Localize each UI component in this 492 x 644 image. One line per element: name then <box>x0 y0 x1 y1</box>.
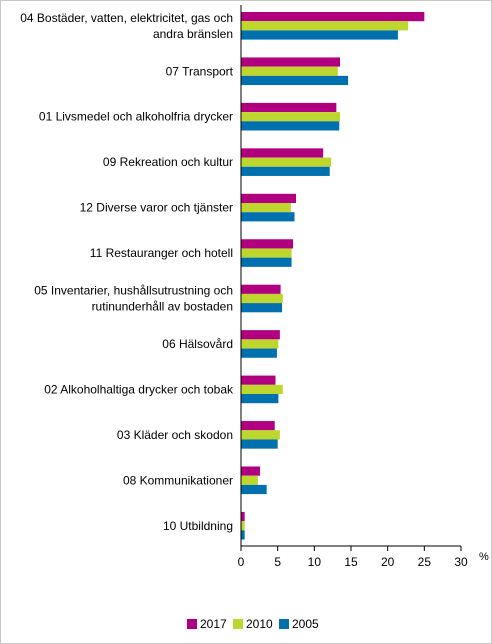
category-label: 08 Kommunikationer <box>123 473 233 487</box>
category-label: 04 Bostäder, vatten, elektricitet, gas o… <box>20 11 233 25</box>
x-tick-label: 5 <box>274 555 281 569</box>
bar-2010-12 <box>241 521 245 531</box>
bar-2010-11 <box>241 475 258 485</box>
x-axis: % 0 5 10 15 20 25 30 <box>238 5 489 569</box>
x-tick-label: 25 <box>418 555 432 569</box>
bar-2010-7 <box>241 293 283 304</box>
bar-2017-6 <box>241 239 294 249</box>
bar-2010-5 <box>241 203 291 213</box>
legend-label: 2005 <box>292 617 319 631</box>
bar-2005-12 <box>241 530 245 540</box>
x-tick-label: 30 <box>454 555 468 569</box>
category-label: rutinunderhåll av bostaden <box>92 300 233 314</box>
bar-2017-5 <box>241 193 296 203</box>
bar-2010-3 <box>241 112 340 122</box>
category-label: 01 Livsmedel och alkoholfria drycker <box>39 110 233 124</box>
bar-2017-7 <box>241 284 281 294</box>
x-tick-label: 20 <box>381 555 395 569</box>
bar-2010-8 <box>241 339 279 349</box>
bar-2017-11 <box>241 466 261 476</box>
bar-2010-4 <box>241 157 332 167</box>
category-label: 06 Hälsovård <box>162 337 233 351</box>
x-tick-label: 0 <box>238 555 245 569</box>
bar-2005-4 <box>241 166 330 176</box>
bar-2017-10 <box>241 421 275 431</box>
x-tick-label: 15 <box>344 555 358 569</box>
category-label: 05 Inventarier, hushållsutrustning och <box>34 284 233 298</box>
bar-2005-11 <box>241 484 267 495</box>
bar-2017-3 <box>241 102 337 113</box>
bar-2010-6 <box>241 248 292 258</box>
category-label: 12 Diverse varor och tjänster <box>80 201 233 215</box>
bar-2005-2 <box>241 75 349 86</box>
category-label: 02 Alkoholhaltiga drycker och tobak <box>44 382 234 396</box>
legend-label: 2017 <box>200 617 227 631</box>
category-label: 07 Transport <box>166 64 234 78</box>
bar-2017-4 <box>241 148 324 158</box>
bar-2005-3 <box>241 121 340 131</box>
x-tick-label: 10 <box>308 555 322 569</box>
bar-2017-2 <box>241 57 340 67</box>
bar-2010-10 <box>241 430 280 440</box>
bar-2017-8 <box>241 330 280 340</box>
bar-2005-10 <box>241 439 278 449</box>
category-label: 11 Restauranger och hotell <box>90 246 233 260</box>
legend-swatch-2017 <box>187 619 197 629</box>
x-axis-unit: % <box>479 551 489 563</box>
bar-2017-12 <box>241 511 245 522</box>
category-label: 10 Utbildning <box>163 519 233 533</box>
category-label: andra bränslen <box>153 27 233 41</box>
bar-2010-1 <box>241 21 409 31</box>
category-label: 09 Rekreation och kultur <box>103 155 233 169</box>
category-label: 03 Kläder och skodon <box>117 428 233 442</box>
bar-2005-5 <box>241 212 295 222</box>
bar-2010-9 <box>241 384 283 394</box>
legend-swatch-2005 <box>279 619 289 629</box>
bar-2005-6 <box>241 257 292 267</box>
category-labels: 04 Bostäder, vatten, elektricitet, gas o… <box>20 11 234 533</box>
bars-layer <box>241 12 425 540</box>
bar-2017-1 <box>241 12 425 22</box>
bar-2005-9 <box>241 394 279 404</box>
bar-2017-9 <box>241 375 276 385</box>
legend-label: 2010 <box>246 617 273 631</box>
bar-2005-1 <box>241 30 398 40</box>
bar-2005-7 <box>241 303 283 313</box>
legend-swatch-2010 <box>233 619 243 629</box>
bar-2010-2 <box>241 66 338 76</box>
bar-2005-8 <box>241 348 277 358</box>
legend: 2017 2010 2005 <box>187 617 319 631</box>
